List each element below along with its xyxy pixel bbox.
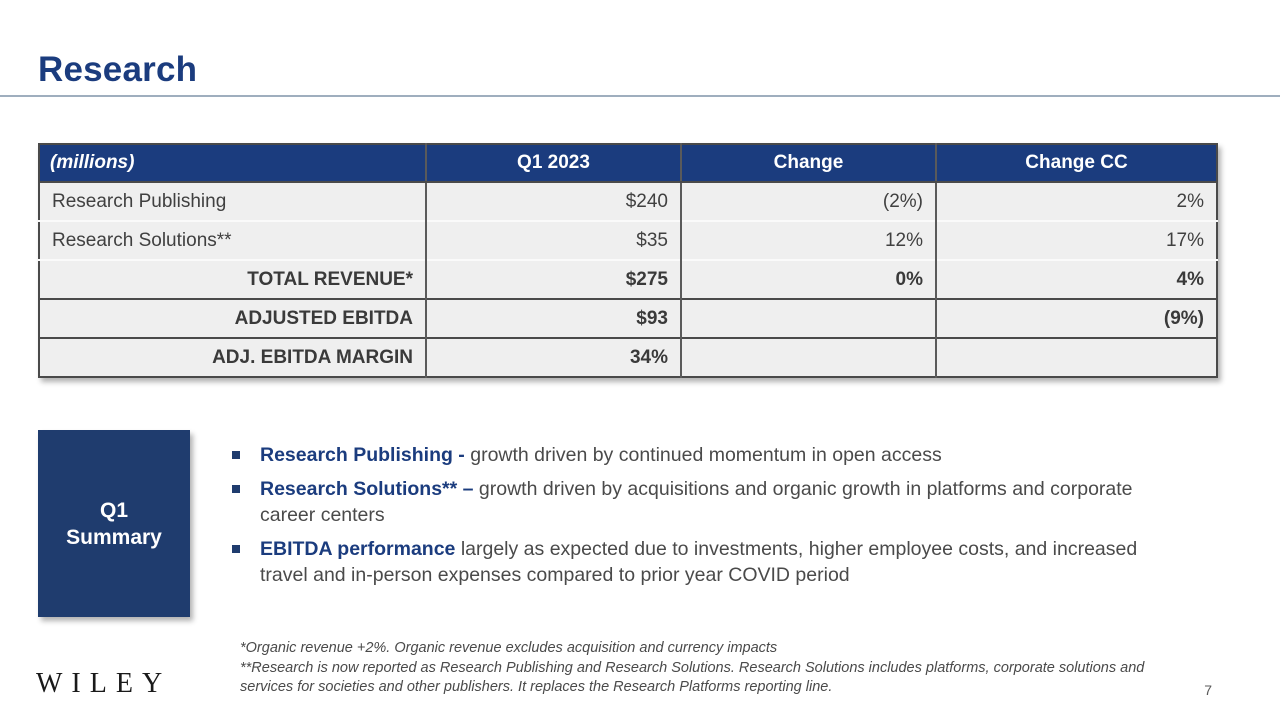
footnote-research-reporting: **Research is now reported as Research P…	[240, 659, 1145, 696]
page-number: 7	[1204, 682, 1212, 698]
cell-change-cc	[935, 337, 1217, 377]
column-header-q1-2023: Q1 2023	[425, 144, 681, 183]
q1-summary-box: Q1 Summary	[38, 430, 190, 617]
cell-change: (2%)	[680, 182, 936, 221]
table-row-total-revenue: TOTAL REVENUE* $275 0% 4%	[39, 259, 1217, 299]
summary-bullets: Research Publishing - growth driven by c…	[226, 442, 1174, 588]
table-row-adj-ebitda-margin: ADJ. EBITDA MARGIN 34%	[39, 337, 1217, 377]
cell-change	[680, 337, 936, 377]
cell-change: 12%	[680, 220, 936, 260]
cell-q1-2023: $35	[425, 220, 681, 260]
bullet-text: largely as expected due to investments, …	[260, 538, 1138, 586]
table-row-adjusted-ebitda: ADJUSTED EBITDA $93 (9%)	[39, 298, 1217, 338]
table-row-research-solutions: Research Solutions** $35 12% 17%	[39, 220, 1217, 260]
cell-q1-2023: $93	[425, 298, 681, 338]
wiley-logo: WILEY	[36, 668, 172, 699]
cell-q1-2023: 34%	[425, 337, 681, 377]
bullet-square-icon	[232, 545, 240, 553]
footnote-organic-revenue: *Organic revenue +2%. Organic revenue ex…	[240, 640, 778, 656]
bullet-text: growth driven by continued momentum in o…	[464, 444, 942, 466]
q1-summary-line1: Q1	[99, 498, 128, 522]
footnotes: *Organic revenue +2%. Organic revenue ex…	[240, 639, 1200, 698]
page-title: Research	[38, 50, 198, 89]
row-label: Research Publishing	[39, 182, 426, 221]
table-row-research-publishing: Research Publishing $240 (2%) 2%	[39, 182, 1217, 221]
title-divider	[0, 95, 1280, 97]
financials-table: (millions) Q1 2023 Change Change CC Rese…	[38, 143, 1218, 378]
bullet-lead: EBITDA performance	[260, 538, 456, 560]
cell-q1-2023: $240	[425, 182, 681, 221]
row-label: ADJ. EBITDA MARGIN	[39, 337, 426, 377]
q1-summary-line2: Summary	[66, 525, 162, 549]
bullet-square-icon	[232, 485, 240, 493]
row-label: ADJUSTED EBITDA	[39, 298, 426, 338]
row-label: Research Solutions**	[39, 220, 426, 260]
cell-q1-2023: $275	[425, 259, 681, 299]
bullet-research-publishing: Research Publishing - growth driven by c…	[226, 442, 1174, 468]
bullet-research-solutions: Research Solutions** – growth driven by …	[226, 476, 1174, 528]
cell-change-cc: 2%	[935, 182, 1217, 221]
cell-change	[680, 298, 936, 338]
bullet-square-icon	[232, 451, 240, 459]
column-header-millions: (millions)	[39, 144, 426, 183]
cell-change: 0%	[680, 259, 936, 299]
row-label: TOTAL REVENUE*	[39, 259, 426, 299]
cell-change-cc: (9%)	[935, 298, 1217, 338]
column-header-change: Change	[680, 144, 936, 183]
table-header-row: (millions) Q1 2023 Change Change CC	[39, 144, 1217, 183]
column-header-change-cc: Change CC	[935, 144, 1217, 183]
bullet-lead: Research Solutions** –	[260, 478, 474, 500]
cell-change-cc: 4%	[935, 259, 1217, 299]
cell-change-cc: 17%	[935, 220, 1217, 260]
bullet-lead: Research Publishing -	[260, 444, 465, 466]
bullet-text: growth driven by acquisitions and organi…	[260, 478, 1133, 526]
table-header: (millions) Q1 2023 Change Change CC	[39, 144, 1217, 183]
bullet-ebitda-performance: EBITDA performance largely as expected d…	[226, 536, 1174, 588]
